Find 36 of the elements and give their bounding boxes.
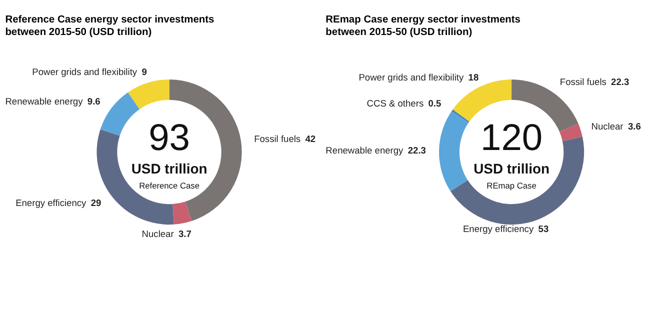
text: REmap Case xyxy=(486,180,537,190)
donut-slice xyxy=(100,92,140,136)
slice-label: Nuclear xyxy=(591,122,624,132)
donut-slice xyxy=(560,124,582,142)
text: 120 xyxy=(480,116,543,158)
slice-label: Energy efficiency xyxy=(16,198,87,208)
text: USD trillion xyxy=(131,160,208,176)
data-label: 0.5 xyxy=(428,98,442,109)
donut-slice xyxy=(439,111,469,192)
donut-slice xyxy=(452,110,470,123)
slice-label: Fossil fuels xyxy=(560,77,607,88)
data-label: 22.3 xyxy=(408,146,426,156)
slice-label: Renewable energy xyxy=(326,146,404,156)
text: USD trillion xyxy=(474,160,550,176)
slice-label: Power grids and flexibility xyxy=(358,72,464,82)
slice-label: Power grids and flexibility xyxy=(32,66,138,77)
slice-label: Energy efficiency xyxy=(462,224,534,234)
slice-label: CCS & others xyxy=(366,98,424,109)
data-label: 18 xyxy=(468,72,479,82)
slice-label: Nuclear xyxy=(142,229,174,240)
data-label: 42 xyxy=(305,134,316,144)
donut-slice xyxy=(172,202,192,224)
data-label: 53 xyxy=(538,224,549,234)
text: Reference Case xyxy=(139,180,200,190)
data-label: 29 xyxy=(90,198,102,208)
donut-slice xyxy=(128,79,170,110)
data-label: 9.6 xyxy=(87,96,100,107)
data-label: 9 xyxy=(142,66,147,77)
data-label: 22.3 xyxy=(611,77,630,88)
slice-label: Renewable energy xyxy=(5,96,84,107)
slice-label: Fossil fuels xyxy=(254,134,301,144)
data-label: 3.6 xyxy=(628,122,641,132)
chart-title: REmap Case energy sector investments between 2015-50 (USD trillion) xyxy=(326,14,521,38)
chart-title: Reference Case energy sector investments between 2015-50 (USD trillion) xyxy=(5,14,215,38)
data-label: 3.7 xyxy=(178,229,192,240)
text: 93 xyxy=(148,116,190,158)
